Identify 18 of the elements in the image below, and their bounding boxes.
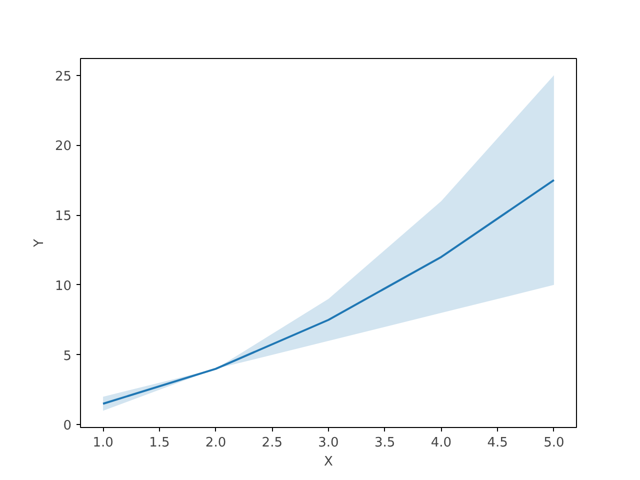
x-tick-label: 1.0 <box>92 436 114 450</box>
y-tick-label: 0 <box>63 418 72 434</box>
y-tick-label: 25 <box>54 69 72 84</box>
y-axis-title: Y <box>32 238 47 248</box>
x-tick-label: 3.5 <box>374 436 396 450</box>
y-tick-label: 10 <box>54 278 72 294</box>
x-tick-label: 2.5 <box>262 436 282 450</box>
line-series <box>102 179 555 405</box>
y-tick-label: 15 <box>54 209 72 224</box>
y-tick-label: 20 <box>54 139 72 154</box>
x-tick-label: 5.0 <box>544 436 564 450</box>
x-tick-label: 4.5 <box>487 436 508 450</box>
x-tick-label: 4.0 <box>430 436 452 450</box>
x-axis-title: X <box>324 454 334 470</box>
x-tick-label: 2.0 <box>205 436 226 450</box>
x-tick-label: 1.5 <box>149 436 170 450</box>
x-tick-label: 3.0 <box>318 436 339 450</box>
y-tick-label: 5 <box>63 348 72 364</box>
